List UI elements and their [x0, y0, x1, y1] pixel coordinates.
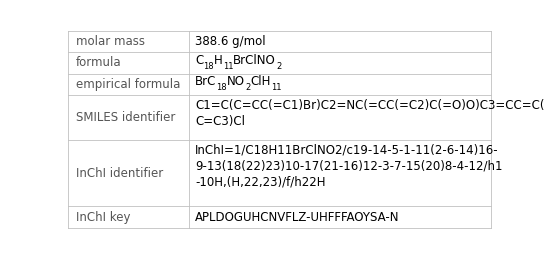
Text: 11: 11 — [223, 62, 233, 71]
Text: NO: NO — [227, 75, 245, 88]
Text: 2: 2 — [245, 83, 251, 92]
Text: InChI identifier: InChI identifier — [76, 167, 163, 180]
Text: molar mass: molar mass — [76, 35, 145, 48]
Text: 18: 18 — [217, 83, 227, 92]
Text: formula: formula — [76, 56, 122, 69]
Text: C1=C(C=CC(=C1)Br)C2=NC(=CC(=C2)C(=O)O)C3=CC=C(
C=C3)Cl: C1=C(C=CC(=C1)Br)C2=NC(=CC(=C2)C(=O)O)C3… — [195, 99, 545, 128]
Text: BrClNO: BrClNO — [233, 54, 276, 67]
Text: InChI key: InChI key — [76, 211, 130, 224]
Text: SMILES identifier: SMILES identifier — [76, 111, 175, 124]
Text: 388.6 g/mol: 388.6 g/mol — [195, 35, 266, 48]
Text: C: C — [195, 54, 204, 67]
Text: 2: 2 — [276, 62, 281, 71]
Text: H: H — [214, 54, 223, 67]
Text: ClH: ClH — [251, 75, 271, 88]
Text: 18: 18 — [204, 62, 214, 71]
Text: InChI=1/C18H11BrClNO2/c19-14-5-1-11(2-6-14)16-
9-13(18(22)23)10-17(21-16)12-3-7-: InChI=1/C18H11BrClNO2/c19-14-5-1-11(2-6-… — [195, 144, 503, 189]
Text: empirical formula: empirical formula — [76, 78, 180, 91]
Text: 11: 11 — [271, 83, 281, 92]
Text: APLDOGUHCNVFLZ-UHFFFAOYSA-N: APLDOGUHCNVFLZ-UHFFFAOYSA-N — [195, 211, 400, 224]
Text: BrC: BrC — [195, 75, 217, 88]
